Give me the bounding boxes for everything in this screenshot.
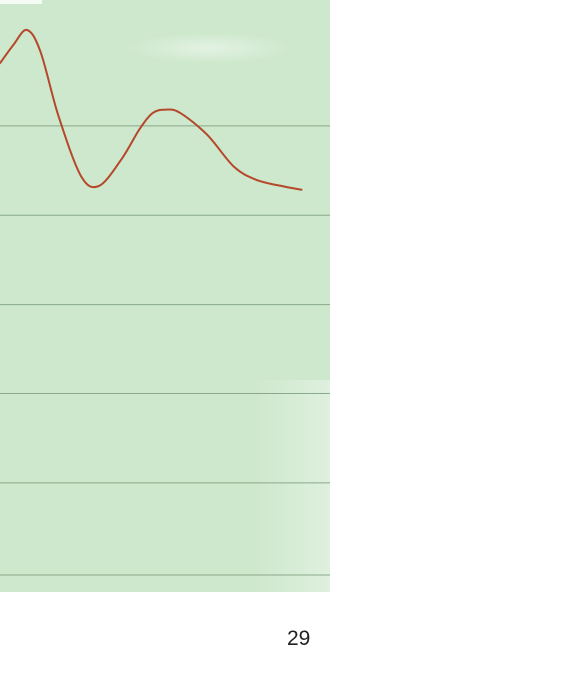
series-line-0 — [0, 28, 303, 191]
line-chart — [0, 0, 330, 592]
chart-panel — [0, 0, 330, 592]
page-number: 29 — [287, 627, 311, 650]
right-edge-fade — [250, 380, 330, 592]
gridlines — [0, 125, 330, 576]
glare-highlight — [125, 32, 295, 64]
top-left-notch — [0, 0, 42, 4]
series-group — [0, 28, 303, 191]
